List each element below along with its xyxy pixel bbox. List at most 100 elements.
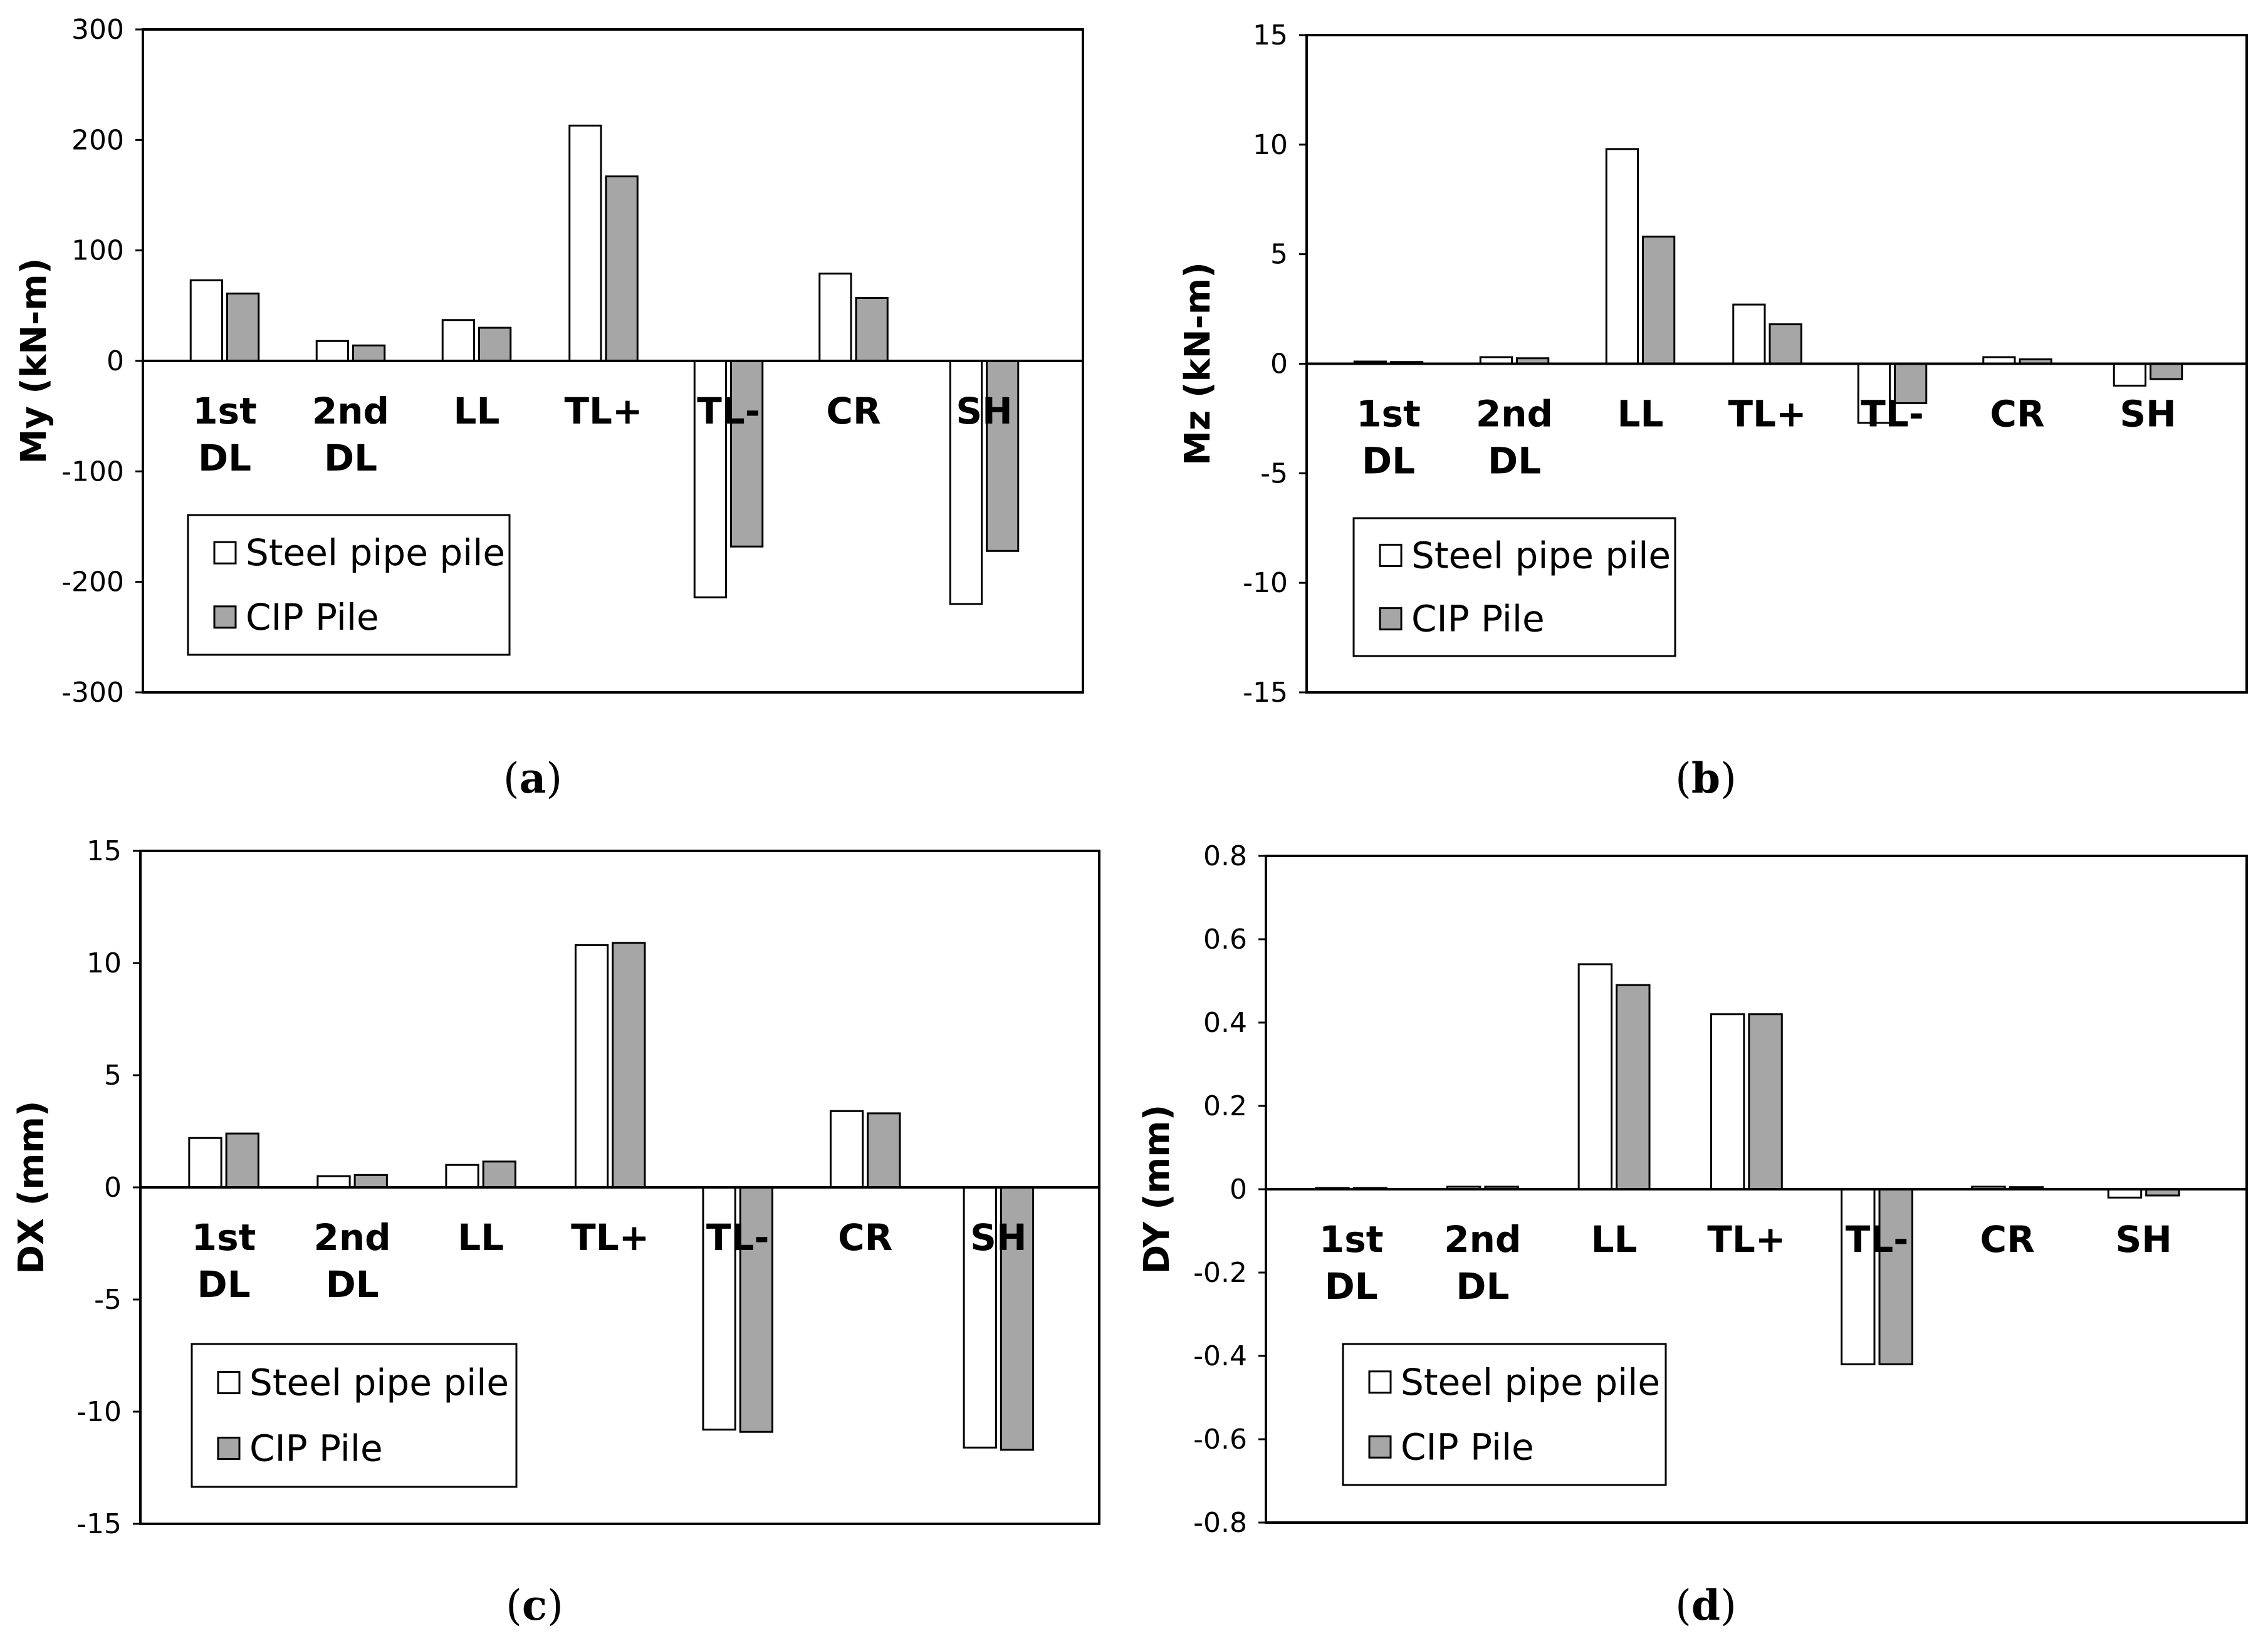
legend-label-cip-pile: CIP Pile	[1411, 598, 1545, 640]
y-tick-label: 0	[107, 345, 124, 377]
category-label: 1st	[192, 390, 257, 432]
y-tick-label: 0.2	[1203, 1090, 1247, 1122]
legend-swatch-cip-pile	[1379, 607, 1403, 631]
panel-caption: (b)	[1675, 754, 1737, 803]
legend-label-cip-pile: CIP Pile	[246, 596, 379, 638]
bar-cip-pile-5	[855, 296, 889, 362]
category-label: CR	[1980, 1218, 2035, 1261]
legend-label-cip-pile: CIP Pile	[1401, 1425, 1534, 1468]
bar-steel-pipe-pile-1	[315, 340, 349, 362]
y-tick-label: 0	[1230, 1174, 1247, 1206]
bar-steel-pipe-pile-4	[1857, 363, 1891, 424]
legend-box	[1342, 1343, 1667, 1486]
bar-steel-pipe-pile-2	[1605, 148, 1639, 365]
bar-steel-pipe-pile-3	[574, 944, 609, 1189]
legend-swatch-cip-pile	[217, 1436, 241, 1460]
category-label-line2: DL	[198, 437, 251, 479]
bar-cip-pile-3	[1769, 323, 1802, 365]
bar-steel-pipe-pile-5	[829, 1110, 864, 1189]
category-label: 2nd	[314, 1216, 391, 1259]
y-tick-label: 0.4	[1203, 1007, 1247, 1039]
category-label: SH	[2119, 393, 2176, 435]
panel-caption: (a)	[503, 754, 562, 803]
y-tick-label: 5	[104, 1060, 122, 1091]
category-label-line2: DL	[197, 1263, 251, 1306]
bar-cip-pile-5	[867, 1112, 901, 1189]
category-label-line2: DL	[1488, 440, 1541, 482]
category-label: CR	[838, 1216, 892, 1259]
y-tick-label: 200	[71, 124, 124, 156]
bar-cip-pile-3	[612, 942, 646, 1189]
y-tick-label: -5	[1260, 457, 1288, 489]
bar-cip-pile-2	[1616, 984, 1651, 1190]
bar-cip-pile-3	[1748, 1013, 1783, 1190]
chart-panel-a: 300 200 100 0 -100 -200 -300 My (kN-m) 1st DL 2nd D…	[14, 14, 1084, 803]
legend-swatch-steel-pipe-pile	[217, 1371, 241, 1395]
bar-cip-pile-1	[352, 344, 386, 362]
category-label: TL+	[564, 390, 642, 432]
y-tick-label: 0.8	[1203, 840, 1247, 872]
y-tick-label: -10	[76, 1396, 122, 1428]
bar-cip-pile-4	[1878, 1188, 1913, 1365]
bar-cip-pile-2	[482, 1160, 516, 1189]
y-axis-title: My (kN-m)	[14, 258, 55, 464]
legend: Steel pipe pile CIP Pile	[1342, 1343, 1667, 1486]
category-label: TL-	[1861, 393, 1924, 435]
legend-box	[191, 1343, 518, 1488]
category-label: TL-	[1846, 1218, 1909, 1261]
category-label: SH	[970, 1216, 1027, 1259]
legend-swatch-steel-pipe-pile	[1379, 543, 1403, 567]
category-label: LL	[457, 1216, 504, 1259]
legend: Steel pipe pile CIP Pile	[187, 514, 511, 656]
category-label: TL+	[571, 1216, 649, 1259]
bar-cip-pile-2	[478, 326, 512, 362]
category-label-line2: DL	[326, 1263, 379, 1306]
panel-caption: (c)	[506, 1581, 563, 1630]
bar-steel-pipe-pile-6	[963, 1186, 997, 1449]
bar-cip-pile-4	[730, 360, 764, 548]
bar-cip-pile-0	[226, 292, 260, 362]
bar-steel-pipe-pile-2	[441, 319, 475, 362]
category-label: SH	[956, 390, 1012, 432]
category-label: LL	[1591, 1218, 1638, 1261]
y-tick-label: 10	[86, 947, 122, 979]
chart-panel-d: 0.80.60.40.20-0.2-0.4-0.6-0.8DY (mm) 1stD…	[1137, 840, 2248, 1630]
y-tick-label: -0.4	[1193, 1340, 1247, 1372]
y-tick-label: -5	[94, 1284, 122, 1316]
category-label: 2nd	[312, 390, 389, 432]
category-label: 1st	[1356, 393, 1421, 435]
y-tick-label: -100	[61, 456, 124, 487]
y-tick-label: -0.2	[1193, 1257, 1247, 1289]
legend-swatch-steel-pipe-pile	[213, 541, 237, 565]
category-label: CR	[1990, 393, 2044, 435]
category-label: TL+	[1728, 393, 1806, 435]
category-label: TL+	[1707, 1218, 1785, 1261]
y-tick-label: 15	[86, 835, 122, 867]
category-label-line2: DL	[1325, 1265, 1378, 1308]
y-tick-label: -0.6	[1193, 1424, 1247, 1456]
legend-label-steel-pipe-pile: Steel pipe pile	[1411, 534, 1671, 576]
panel-caption: (d)	[1675, 1581, 1737, 1630]
legend-box	[1352, 517, 1676, 657]
y-tick-label: 10	[1253, 129, 1288, 161]
y-tick-label: 15	[1253, 19, 1288, 51]
legend-label-steel-pipe-pile: Steel pipe pile	[246, 531, 505, 574]
legend: Steel pipe pile CIP Pile	[191, 1343, 518, 1488]
bar-cip-pile-6	[986, 360, 1020, 552]
y-axis-title: DX (mm)	[11, 1100, 52, 1274]
bar-steel-pipe-pile-6	[2113, 363, 2146, 387]
y-tick-label: -15	[1243, 677, 1288, 709]
bar-cip-pile-4	[1894, 363, 1928, 404]
y-axis-title: DY (mm)	[1137, 1105, 1178, 1274]
legend-label-cip-pile: CIP Pile	[249, 1427, 383, 1469]
category-label: 2nd	[1444, 1218, 1521, 1261]
category-label: CR	[826, 390, 881, 432]
y-tick-label: 300	[71, 14, 124, 46]
y-tick-label: -0.8	[1193, 1507, 1247, 1539]
category-label-line2: DL	[324, 437, 377, 479]
bar-steel-pipe-pile-1	[316, 1175, 351, 1189]
bar-steel-pipe-pile-3	[568, 124, 602, 362]
y-tick-label: -300	[61, 677, 124, 709]
bar-cip-pile-3	[605, 175, 639, 362]
